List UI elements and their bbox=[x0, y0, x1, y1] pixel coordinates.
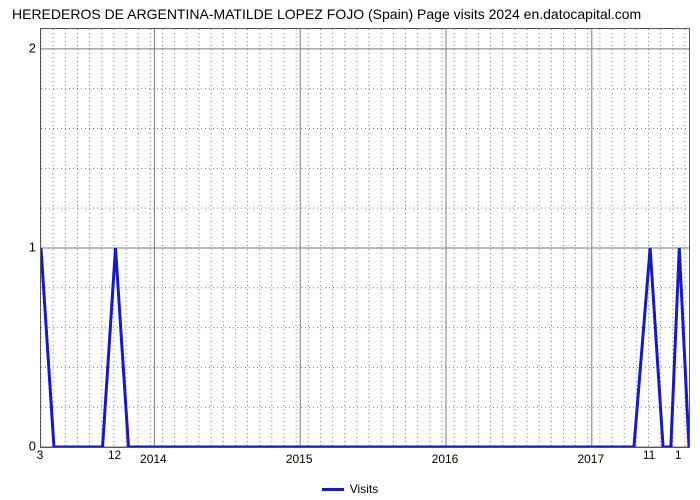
legend-label: Visits bbox=[350, 482, 378, 496]
x-value-label: 1 bbox=[675, 448, 682, 462]
x-year-label: 2014 bbox=[140, 452, 167, 466]
y-tick-label: 1 bbox=[6, 239, 36, 254]
x-value-label: 11 bbox=[643, 448, 655, 462]
legend-swatch bbox=[322, 488, 344, 491]
chart-title: HEREDEROS DE ARGENTINA-MATILDE LOPEZ FOJ… bbox=[12, 6, 641, 22]
x-value-label: 12 bbox=[108, 448, 121, 462]
x-value-label: 3 bbox=[37, 448, 44, 462]
x-year-label: 2017 bbox=[577, 452, 604, 466]
x-year-label: 2015 bbox=[286, 452, 313, 466]
legend: Visits bbox=[0, 482, 700, 496]
chart-container: HEREDEROS DE ARGENTINA-MATILDE LOPEZ FOJ… bbox=[0, 0, 700, 500]
y-tick-label: 2 bbox=[6, 40, 36, 55]
line-chart-svg bbox=[41, 29, 689, 447]
x-year-label: 2016 bbox=[432, 452, 459, 466]
plot-area bbox=[40, 28, 690, 448]
y-tick-label: 0 bbox=[6, 439, 36, 454]
